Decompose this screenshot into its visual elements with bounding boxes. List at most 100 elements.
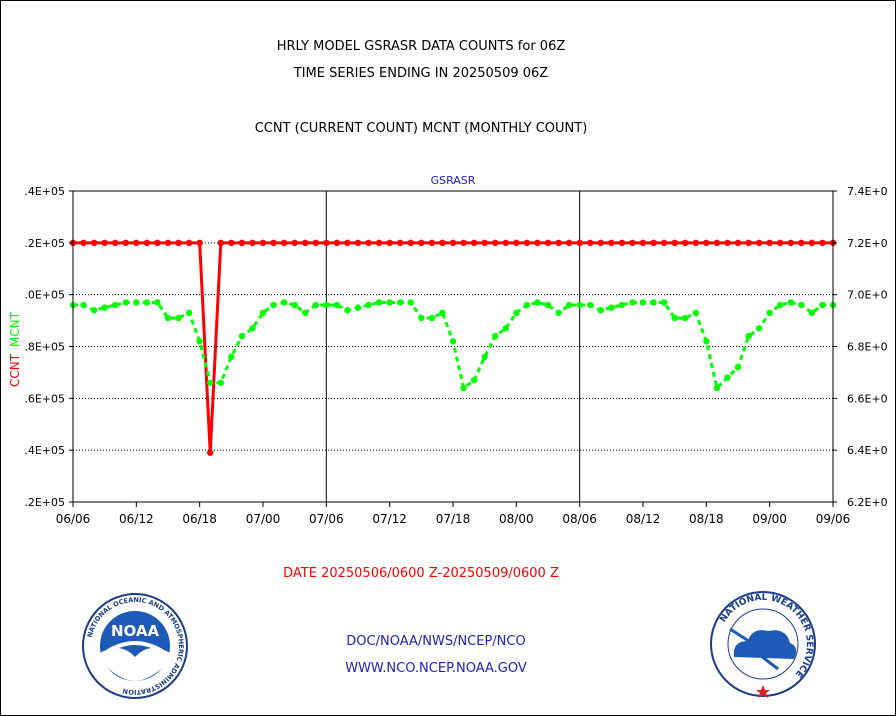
data-point-ccnt xyxy=(270,239,277,247)
y-tick-label-right: 7.0E+0 xyxy=(847,289,888,302)
data-point-mcnt xyxy=(302,309,309,317)
data-point-mcnt xyxy=(629,299,636,306)
data-point-ccnt xyxy=(312,239,319,247)
data-point-mcnt xyxy=(650,299,657,306)
y-tick-label-left: .6E+05 xyxy=(24,392,65,405)
data-point-ccnt xyxy=(650,239,657,247)
data-point-mcnt xyxy=(122,299,129,306)
y-tick-label-left: .2E+05 xyxy=(24,496,65,509)
data-point-mcnt xyxy=(323,301,330,309)
data-point-ccnt xyxy=(724,239,731,247)
data-point-ccnt xyxy=(544,239,552,247)
data-point-mcnt xyxy=(185,309,193,317)
noaa-logo[interactable]: NATIONAL OCEANIC AND ATMOSPHERIC ADMINIS… xyxy=(80,591,190,701)
data-point-ccnt xyxy=(639,239,647,247)
data-point-mcnt xyxy=(713,384,721,392)
data-point-mcnt xyxy=(80,301,87,309)
data-point-ccnt xyxy=(481,239,488,247)
data-point-ccnt xyxy=(755,239,763,247)
data-point-ccnt xyxy=(122,239,129,247)
y-axis-label-ccnt: CCNT xyxy=(8,353,22,387)
data-point-ccnt xyxy=(344,239,351,247)
data-point-mcnt xyxy=(555,309,562,317)
data-point-mcnt xyxy=(819,301,826,309)
data-point-mcnt xyxy=(365,301,372,309)
data-point-ccnt xyxy=(428,239,436,247)
data-point-ccnt xyxy=(671,239,678,247)
data-point-ccnt xyxy=(703,239,710,247)
data-point-ccnt xyxy=(660,239,668,247)
org-path-link[interactable]: DOC/NOAA/NWS/NCEP/NCO xyxy=(346,634,526,649)
data-point-mcnt xyxy=(682,314,689,322)
x-tick-label: 06/18 xyxy=(182,512,217,526)
data-point-mcnt xyxy=(112,301,119,309)
y-tick-label-left: .8E+05 xyxy=(24,341,65,354)
data-point-mcnt xyxy=(808,309,816,317)
data-point-ccnt xyxy=(513,239,520,247)
data-point-ccnt xyxy=(534,239,541,247)
axis-layer: .2E+05 6.2E+0 .4E+05 6.4E+0 .6E+05 6.6E+0 .8E+… xyxy=(8,174,888,526)
data-point-ccnt xyxy=(101,239,108,247)
data-point-mcnt xyxy=(418,314,425,322)
data-point-mcnt xyxy=(587,301,594,309)
data-point-ccnt xyxy=(280,239,288,247)
data-point-ccnt xyxy=(154,239,161,247)
y-tick-label-right: 6.2E+0 xyxy=(847,496,888,509)
data-point-mcnt xyxy=(745,332,752,340)
data-point-ccnt xyxy=(587,239,594,247)
data-point-mcnt xyxy=(470,376,478,384)
data-point-mcnt xyxy=(101,304,108,311)
x-tick-label: 09/00 xyxy=(752,512,787,526)
data-point-mcnt xyxy=(133,299,140,306)
data-point-ccnt xyxy=(164,239,172,247)
data-point-ccnt xyxy=(766,239,773,247)
data-point-mcnt xyxy=(375,299,383,306)
data-point-ccnt xyxy=(112,239,119,247)
data-point-ccnt xyxy=(576,239,583,247)
data-point-mcnt xyxy=(692,309,699,317)
series-line-mcnt xyxy=(73,300,833,390)
data-point-mcnt xyxy=(724,374,731,381)
data-point-ccnt xyxy=(777,239,784,247)
x-tick-label: 08/12 xyxy=(626,512,661,526)
website-link[interactable]: WWW.NCO.NCEP.NOAA.GOV xyxy=(345,661,527,676)
data-point-ccnt xyxy=(682,239,689,247)
date-range: DATE 20250506/0600 Z-20250509/0600 Z xyxy=(283,566,559,581)
data-point-ccnt xyxy=(460,239,467,247)
data-point-mcnt xyxy=(207,379,214,386)
data-point-mcnt xyxy=(143,299,151,306)
data-point-ccnt xyxy=(608,239,615,247)
noaa-logo-text: NOAA xyxy=(111,622,160,640)
data-point-mcnt xyxy=(154,299,161,306)
x-tick-label: 07/18 xyxy=(436,512,471,526)
data-point-mcnt xyxy=(164,314,172,322)
data-point-ccnt xyxy=(618,239,626,247)
data-point-mcnt xyxy=(460,384,467,392)
data-point-mcnt xyxy=(228,353,235,361)
data-point-mcnt xyxy=(449,338,457,345)
data-point-mcnt xyxy=(439,309,446,317)
data-point-ccnt xyxy=(228,239,235,247)
data-point-mcnt xyxy=(238,332,246,340)
x-tick-label: 09/06 xyxy=(816,512,851,526)
y-tick-label-left: .2E+05 xyxy=(24,237,65,250)
x-tick-label: 07/12 xyxy=(372,512,407,526)
data-point-ccnt xyxy=(734,239,742,247)
data-point-mcnt xyxy=(639,299,647,306)
x-tick-label: 08/06 xyxy=(562,512,597,526)
data-point-mcnt xyxy=(576,301,583,309)
data-point-mcnt xyxy=(386,299,393,306)
x-tick-label: 06/06 xyxy=(56,512,91,526)
data-point-mcnt xyxy=(597,307,604,314)
data-point-mcnt xyxy=(565,301,573,309)
data-point-ccnt xyxy=(217,239,224,247)
data-point-ccnt xyxy=(175,239,182,247)
data-point-mcnt xyxy=(523,301,531,309)
nws-logo[interactable]: NATIONAL WEATHER SERVICE xyxy=(708,589,818,699)
data-point-ccnt xyxy=(249,239,256,247)
data-point-mcnt xyxy=(755,325,763,332)
series-line-ccnt xyxy=(73,241,833,455)
data-point-ccnt xyxy=(692,239,699,247)
data-point-ccnt xyxy=(449,239,457,247)
data-point-ccnt xyxy=(333,239,341,247)
